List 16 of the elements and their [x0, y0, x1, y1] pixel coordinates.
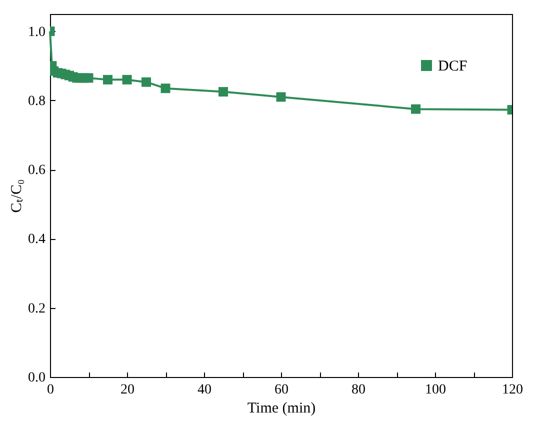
y-tick-label: 0.0	[28, 370, 46, 386]
x-tick-label: 20	[120, 382, 134, 398]
x-tick-label: 40	[198, 382, 212, 398]
y-axis-title: Cₜ/C₀	[9, 179, 25, 213]
x-tick-label: 120	[502, 382, 523, 398]
y-tick-label: 0.8	[28, 94, 46, 109]
y-tick-label: 0.2	[28, 301, 46, 316]
y-tick-label: 0.4	[28, 232, 46, 248]
x-tick-label: 60	[274, 382, 288, 398]
y-tick-label: 0.6	[28, 163, 46, 178]
x-axis-title: Time (min)	[247, 400, 316, 416]
legend-label: DCF	[438, 58, 468, 74]
x-tick-label: 80	[352, 382, 366, 398]
y-tick-label: 1.0	[28, 24, 46, 40]
x-tick-label: 0	[47, 382, 54, 398]
x-tick-label: 100	[425, 382, 446, 398]
